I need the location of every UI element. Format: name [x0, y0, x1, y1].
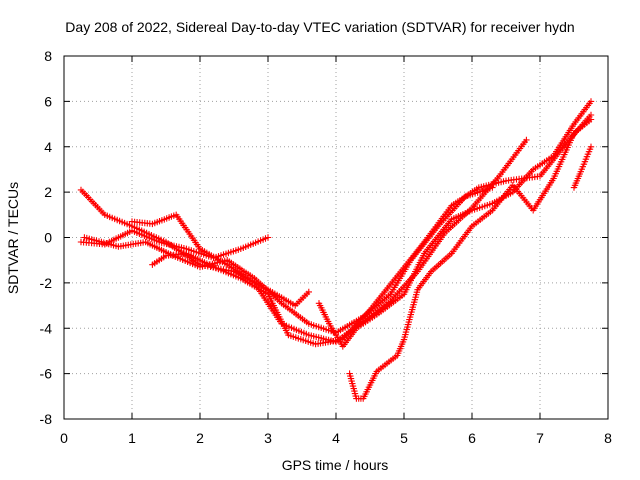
series-pass-2 [77, 186, 312, 309]
series-pass-7 [346, 116, 595, 402]
x-tick-label: 6 [468, 430, 476, 446]
data-point-marker [305, 288, 312, 296]
series-pass-3 [81, 184, 496, 336]
grid [64, 56, 608, 419]
data-point-marker [587, 143, 595, 150]
axis-ticks: 0 1 2 3 4 5 6 7 8 8 6 4 2 0 -2 -4 -6 -8 [40, 48, 613, 446]
data-point-marker [523, 136, 530, 144]
y-tick-label: -2 [40, 275, 53, 291]
x-tick-label: 8 [604, 430, 612, 446]
y-tick-label: 0 [44, 230, 52, 246]
data-series [77, 98, 595, 402]
x-tick-label: 0 [60, 430, 68, 446]
x-tick-label: 2 [196, 430, 204, 446]
y-tick-label: 6 [44, 93, 52, 109]
data-point-marker [587, 98, 595, 105]
x-tick-label: 1 [128, 430, 136, 446]
series-line [131, 139, 527, 343]
x-tick-label: 5 [400, 430, 408, 446]
y-tick-label: -4 [40, 320, 53, 336]
series-pass-4 [128, 136, 530, 346]
x-axis-label: GPS time / hours [282, 457, 389, 473]
series-pass-8 [570, 143, 595, 191]
series-pass-6 [315, 98, 595, 350]
x-tick-label: 3 [264, 430, 272, 446]
y-tick-label: 4 [44, 139, 52, 155]
series-line [80, 189, 310, 307]
y-tick-label: -8 [40, 411, 53, 427]
y-tick-label: -6 [40, 366, 53, 382]
y-axis-label: SDTVAR / TECUs [5, 182, 21, 294]
y-tick-label: 8 [44, 48, 52, 64]
chart-title: Day 208 of 2022, Sidereal Day-to-day VTE… [65, 19, 574, 35]
y-tick-label: 2 [44, 184, 52, 200]
x-tick-label: 4 [332, 430, 340, 446]
series-pass-5 [149, 111, 595, 348]
data-point-marker [587, 116, 595, 123]
x-tick-label: 7 [536, 430, 544, 446]
plot-frame [63, 55, 609, 420]
data-point-marker [264, 234, 272, 241]
